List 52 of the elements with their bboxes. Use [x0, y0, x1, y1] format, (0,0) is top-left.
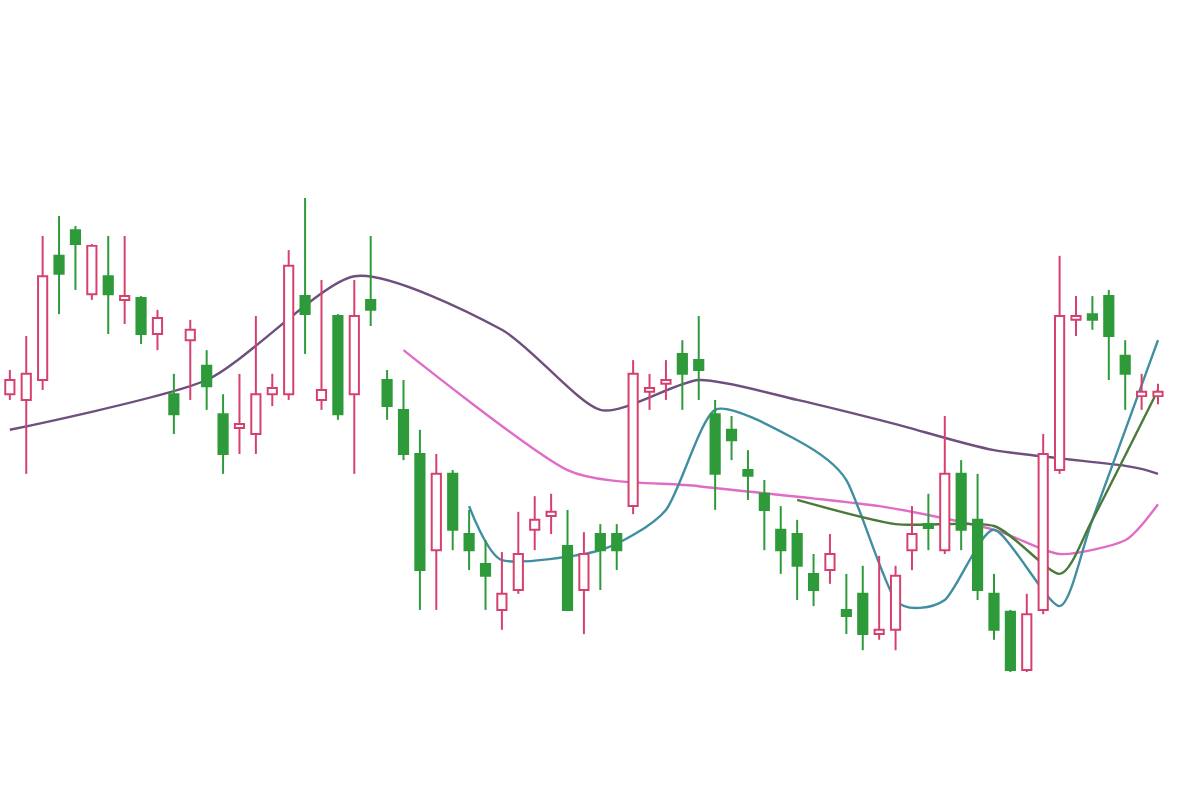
candlestick	[1103, 288, 1115, 382]
candlestick	[529, 495, 541, 552]
candlestick	[1152, 382, 1164, 406]
candlestick	[69, 224, 82, 291]
candlestick	[840, 572, 852, 636]
candlestick	[611, 523, 623, 572]
candlestick	[775, 505, 787, 575]
candlestick	[397, 379, 410, 462]
candlestick	[545, 492, 557, 536]
candlestick	[184, 318, 196, 401]
candlestick	[906, 505, 918, 572]
candlestick	[102, 234, 114, 336]
candlestick	[4, 369, 16, 401]
candlestick	[742, 449, 754, 501]
candlestick	[201, 349, 213, 411]
candlestick	[791, 518, 803, 601]
candlestick	[725, 415, 738, 462]
candlestick	[315, 279, 328, 411]
candlestick	[299, 197, 311, 355]
candlestick	[594, 523, 606, 591]
candlestick	[151, 308, 164, 352]
candlestick	[20, 334, 32, 475]
candlestick	[578, 531, 590, 636]
candlestick	[479, 539, 492, 611]
candlestick	[53, 215, 65, 316]
candlestick	[1136, 372, 1148, 411]
candlestick	[119, 234, 131, 326]
candlestick	[217, 393, 229, 475]
candlestick	[873, 554, 885, 641]
candlestick	[922, 492, 934, 552]
candlestick	[857, 564, 869, 652]
candlestick	[824, 533, 836, 585]
candlestick	[135, 295, 147, 345]
candlestick	[643, 372, 656, 411]
candlestick	[807, 552, 820, 608]
candlestick	[168, 372, 180, 436]
candlestick	[758, 479, 770, 552]
candlestick	[676, 339, 688, 411]
candlestick	[381, 369, 393, 421]
candlestick	[988, 572, 1000, 641]
candlestick	[1070, 295, 1082, 337]
candlestick	[496, 551, 508, 631]
candlestick	[1119, 339, 1131, 411]
candlestick	[693, 315, 705, 401]
candlestick	[365, 234, 377, 327]
candlestick	[266, 372, 278, 408]
candlestick	[1086, 295, 1098, 331]
candlestick	[250, 315, 262, 455]
candlestick	[233, 372, 246, 455]
candlestick	[512, 510, 524, 595]
candlestick	[463, 508, 475, 572]
candlestick	[660, 359, 672, 401]
